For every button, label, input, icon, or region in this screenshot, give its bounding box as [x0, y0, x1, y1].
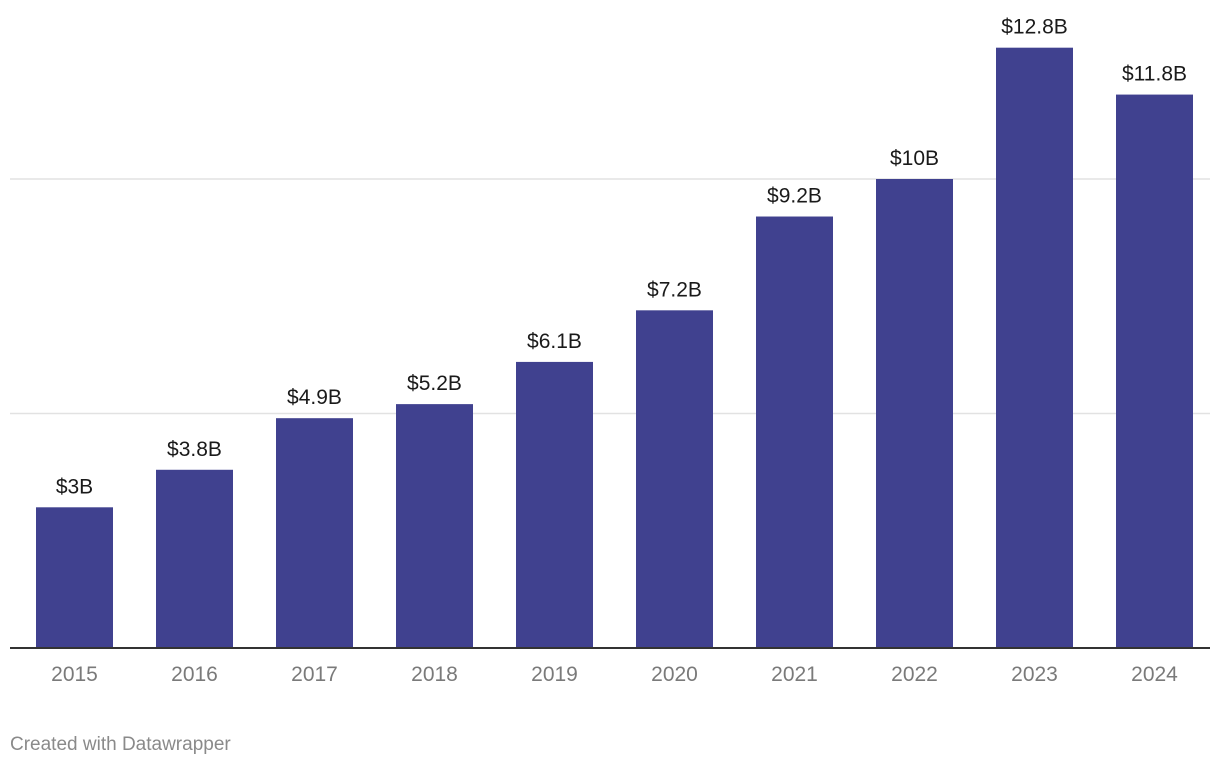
bar-2022 — [876, 179, 953, 648]
tick-label-2017: 2017 — [291, 663, 338, 686]
bar-2016 — [156, 469, 233, 648]
value-label-2018: $5.2B — [407, 372, 462, 395]
bar-2018 — [396, 404, 473, 648]
value-label-2015: $3B — [56, 475, 93, 498]
bars — [36, 47, 1193, 649]
bar-2015 — [36, 507, 113, 648]
bar-2023 — [996, 47, 1073, 649]
value-label-2024: $11.8B — [1122, 63, 1187, 86]
tick-label-2021: 2021 — [771, 663, 818, 686]
tick-label-2019: 2019 — [531, 663, 578, 686]
tick-label-2016: 2016 — [171, 663, 218, 686]
tick-label-2022: 2022 — [891, 663, 938, 686]
value-labels: $3B $3.8B $4.9B $5.2B $6.1B $7.2B $9.2B $10B $12… — [56, 16, 1187, 499]
bar-2021 — [756, 216, 833, 648]
tick-label-2018: 2018 — [411, 663, 458, 686]
value-label-2020: $7.2B — [647, 278, 702, 301]
tick-label-2020: 2020 — [651, 663, 698, 686]
tick-label-2023: 2023 — [1011, 663, 1058, 686]
value-label-2023: $12.8B — [1001, 16, 1068, 39]
bar-2017 — [276, 418, 353, 648]
tick-label-2015: 2015 — [51, 663, 98, 686]
value-label-2016: $3.8B — [167, 438, 222, 461]
bar-2019 — [516, 361, 593, 648]
value-label-2022: $10B — [890, 147, 939, 170]
value-label-2021: $9.2B — [767, 185, 822, 208]
tick-label-2024: 2024 — [1131, 663, 1178, 686]
footer-credit: Created with Datawrapper — [10, 734, 231, 755]
value-label-2019: $6.1B — [527, 330, 582, 353]
bar-2020 — [636, 310, 713, 648]
value-label-2017: $4.9B — [287, 386, 342, 409]
x-axis-tick-labels: 2015 2016 2017 2018 2019 2020 2021 2022 2023 2024 — [51, 663, 1178, 686]
bar-2024 — [1116, 94, 1193, 648]
